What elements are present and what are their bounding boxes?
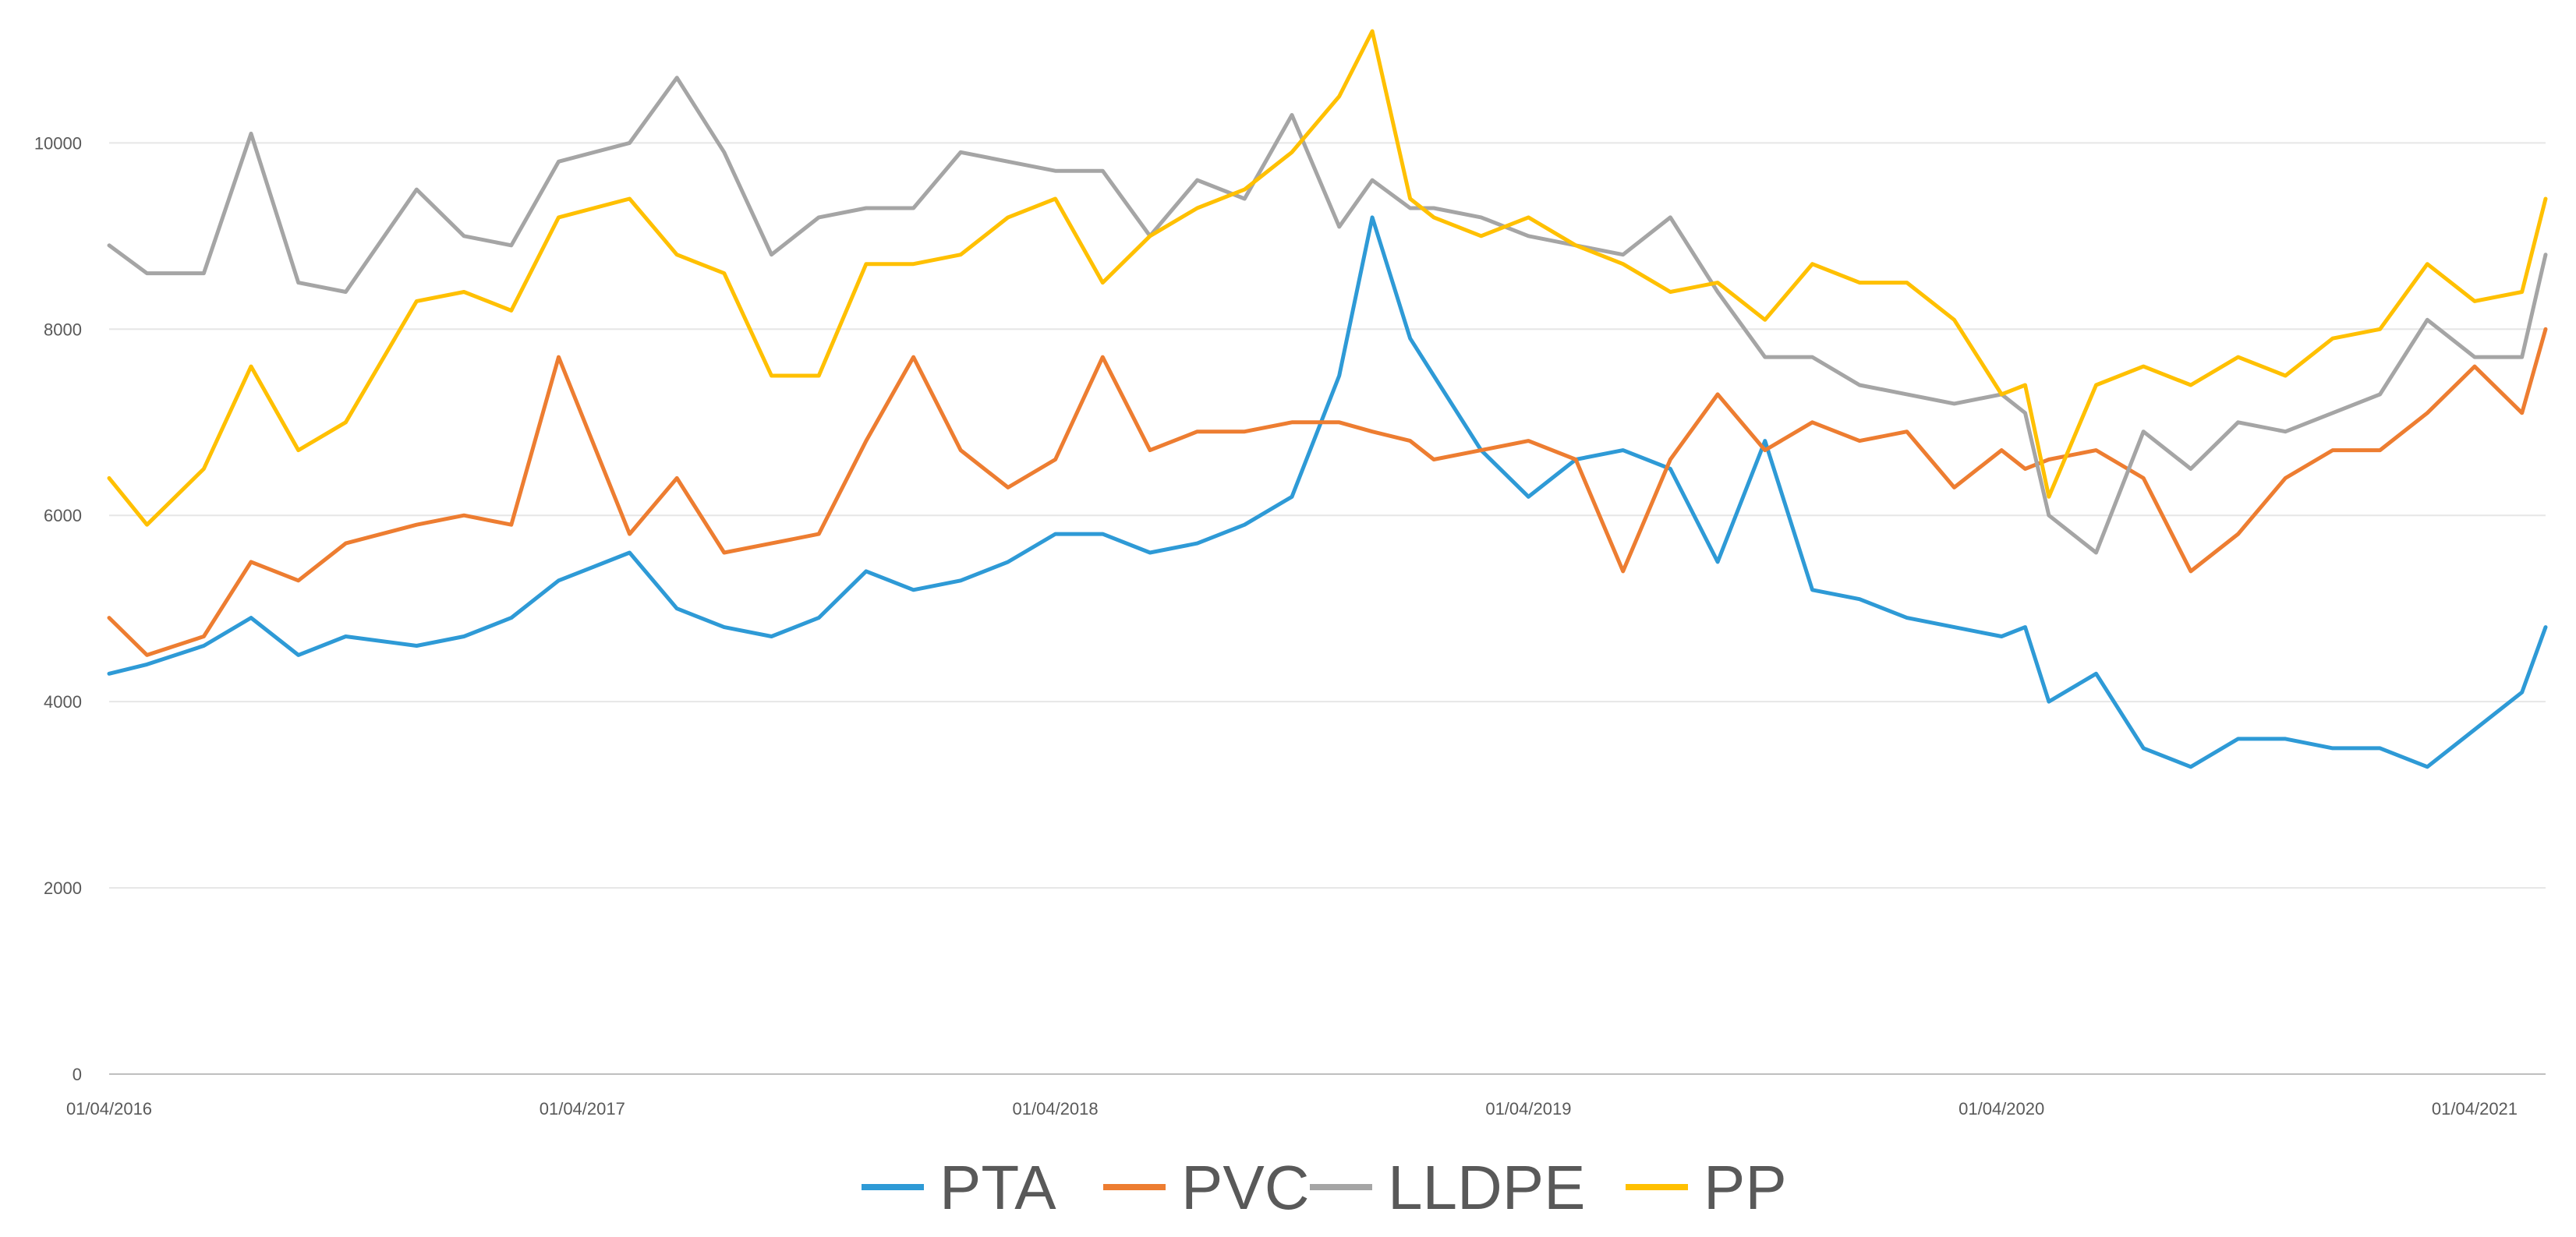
- legend-label: LLDPE: [1388, 1153, 1585, 1222]
- legend-label: PP: [1704, 1153, 1787, 1222]
- legend-item-lldpe: LLDPE: [1310, 1153, 1585, 1222]
- x-tick-label: 01/04/2016: [66, 1099, 152, 1119]
- legend-label: PVC: [1181, 1153, 1310, 1222]
- legend-item-pp: PP: [1626, 1153, 1787, 1222]
- data-series: [107, 29, 2548, 769]
- x-tick-label: 01/04/2017: [540, 1099, 625, 1119]
- series-line-pp: [107, 29, 2548, 527]
- y-tick-label: 2000: [44, 878, 82, 898]
- legend-label: PTA: [939, 1153, 1056, 1222]
- x-tick-label: 01/04/2020: [1959, 1099, 2044, 1119]
- x-axis-tick-labels: 01/04/2016 01/04/2017 01/04/2018 01/04/2019…: [66, 1099, 2518, 1119]
- y-tick-label: 8000: [44, 320, 82, 339]
- legend: PTA PVC LLDPE PP: [862, 1153, 1787, 1222]
- series-line-pvc: [107, 327, 2548, 657]
- y-tick-label: 4000: [44, 692, 82, 712]
- y-tick-label: 6000: [44, 506, 82, 525]
- y-tick-label: 0: [73, 1065, 82, 1084]
- x-tick-label: 01/04/2019: [1485, 1099, 1571, 1119]
- y-tick-label: 10000: [34, 133, 82, 153]
- legend-item-pvc: PVC: [1103, 1153, 1310, 1222]
- legend-item-pta: PTA: [862, 1153, 1056, 1222]
- y-axis-tick-labels: 0 2000 4000 6000 8000 10000: [34, 133, 82, 1084]
- series-line-lldpe: [107, 76, 2548, 555]
- x-tick-label: 01/04/2021: [2432, 1099, 2518, 1119]
- x-tick-label: 01/04/2018: [1013, 1099, 1099, 1119]
- gridlines: [109, 142, 2546, 889]
- series-line-pta: [107, 215, 2548, 769]
